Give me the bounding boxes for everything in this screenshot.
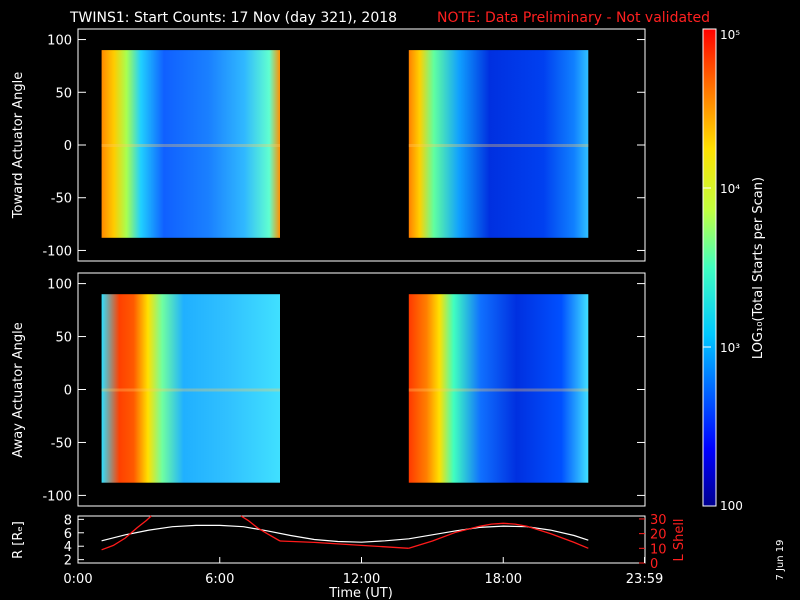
y-tick-label: -100 bbox=[42, 244, 72, 259]
zero-angle-band bbox=[408, 144, 589, 147]
zero-angle-band bbox=[101, 388, 280, 392]
panel-away-heatmap: 100 50 0 -50 -100 Away Actuator Angle bbox=[11, 272, 646, 507]
preliminary-note: NOTE: Data Preliminary - Not validated bbox=[437, 10, 710, 26]
panel-toward-heatmap: 100 50 0 -50 -100 Toward Actuator Angle bbox=[11, 28, 646, 262]
colorbar-label: LOG₁₀(Total Starts per Scan) bbox=[751, 177, 766, 359]
series-lshell-line bbox=[408, 522, 589, 549]
heatmap-block bbox=[101, 50, 280, 238]
right-y-tick-label: 20 bbox=[650, 528, 667, 543]
away-ylabel: Away Actuator Angle bbox=[11, 322, 26, 457]
series-lshell-line bbox=[240, 515, 281, 542]
y-tick-label: 50 bbox=[55, 331, 72, 346]
toward-ylabel: Toward Actuator Angle bbox=[11, 72, 26, 219]
date-stamp: 7 Jun 19 bbox=[775, 539, 786, 580]
y-tick-label: -50 bbox=[51, 436, 72, 451]
y-tick-label: 100 bbox=[47, 278, 72, 293]
y-tick-label: -50 bbox=[51, 192, 72, 207]
x-tick-label: 12:00 bbox=[343, 572, 380, 587]
left-y-tick-label: 8 bbox=[64, 513, 72, 528]
right-y-tick-label: 10 bbox=[650, 542, 667, 557]
left-y-tick-label: 4 bbox=[64, 540, 72, 555]
x-tick-label: 0:00 bbox=[63, 572, 92, 587]
orbit-xlabel: Time (UT) bbox=[328, 586, 393, 600]
panel-orbit-frame bbox=[77, 515, 646, 564]
colorbar-tick-label: 10⁵ bbox=[720, 28, 740, 42]
orbit-ylabel-left: R [Rₑ] bbox=[11, 521, 26, 559]
colorbar-gradient bbox=[702, 28, 717, 507]
right-y-tick-label: 0 bbox=[650, 557, 658, 572]
colorbar: 10⁵ 10⁴ 10³ 100 LOG₁₀(Total Starts per Scan… bbox=[702, 28, 766, 513]
x-tick-label: 23:59 bbox=[626, 572, 663, 587]
y-tick-label: 0 bbox=[64, 384, 72, 399]
y-tick-label: 100 bbox=[47, 34, 72, 49]
heatmap-block bbox=[408, 294, 589, 483]
orbit-ylabel-right: L Shell bbox=[672, 518, 687, 561]
chart-title: TWINS1: Start Counts: 17 Nov (day 321), … bbox=[69, 10, 397, 26]
series-lshell-line bbox=[101, 515, 152, 551]
zero-angle-band bbox=[408, 388, 589, 392]
colorbar-tick-label: 100 bbox=[720, 499, 743, 513]
y-tick-label: 0 bbox=[64, 139, 72, 154]
y-tick-label: -100 bbox=[42, 489, 72, 504]
left-y-tick-label: 6 bbox=[64, 527, 72, 542]
heatmap-block bbox=[408, 50, 589, 238]
colorbar-tick-label: 10⁴ bbox=[720, 182, 740, 196]
heatmap-block bbox=[101, 294, 280, 483]
left-y-tick-label: 2 bbox=[64, 554, 72, 569]
colorbar-tick-label: 10³ bbox=[720, 341, 740, 355]
right-y-tick-label: 30 bbox=[650, 513, 667, 528]
x-tick-label: 18:00 bbox=[485, 572, 522, 587]
series-lshell-line bbox=[279, 540, 409, 549]
y-tick-label: 50 bbox=[55, 86, 72, 101]
series-r-line bbox=[101, 524, 589, 543]
zero-angle-band bbox=[101, 144, 280, 147]
x-tick-label: 6:00 bbox=[205, 572, 234, 587]
